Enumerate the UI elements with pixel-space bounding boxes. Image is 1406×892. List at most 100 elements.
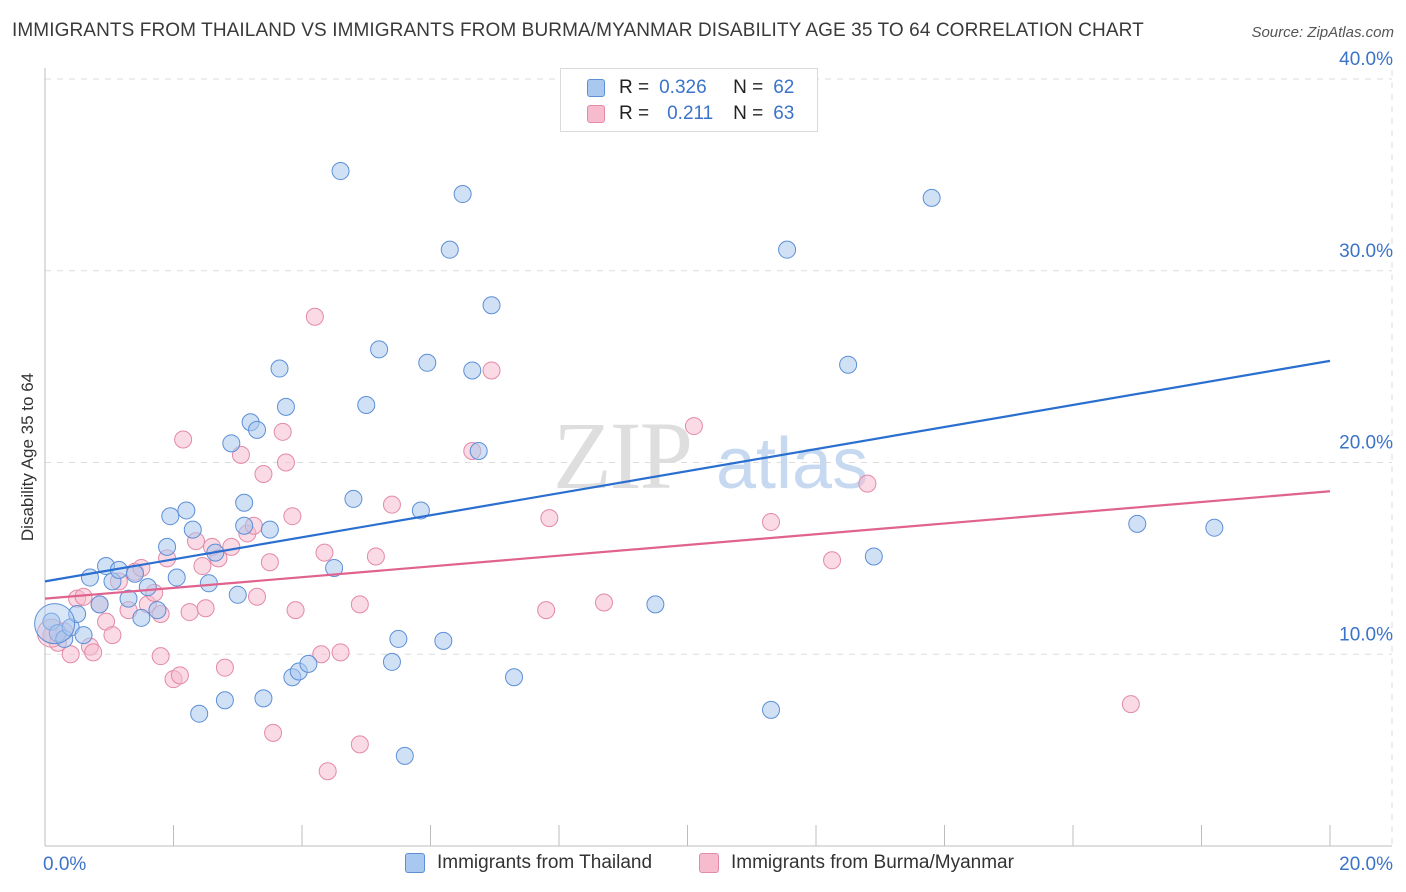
burma-point — [84, 643, 103, 662]
burma-point — [537, 601, 556, 620]
thailand-point — [762, 700, 781, 719]
thailand-point — [270, 359, 289, 378]
thailand-point — [183, 520, 202, 539]
burma-point — [762, 512, 781, 531]
thailand-point — [177, 501, 196, 520]
burma-point — [594, 593, 613, 612]
burma-point — [151, 647, 170, 666]
burma-point — [273, 422, 292, 441]
thailand-point — [190, 704, 209, 723]
thailand-point — [440, 240, 459, 259]
legend-n-label: N = — [733, 103, 764, 124]
y-tick-label: 10.0% — [1339, 624, 1393, 645]
thailand-point — [839, 355, 858, 374]
thailand-point — [922, 188, 941, 207]
thailand-point — [1128, 514, 1147, 533]
burma-point — [215, 658, 234, 677]
legend-r-value: 0.326 — [659, 77, 707, 98]
trend-lines — [44, 359, 1331, 600]
chart-title: IMMIGRANTS FROM THAILAND VS IMMIGRANTS F… — [12, 20, 1144, 41]
burma-point — [170, 666, 189, 685]
burma-trend-line — [44, 490, 1331, 600]
legend-n-label: N = — [733, 77, 764, 98]
thailand-point — [158, 537, 177, 556]
burma-point — [174, 430, 193, 449]
burma-point — [103, 626, 122, 645]
y-tick-label: 30.0% — [1339, 241, 1393, 262]
thailand-point — [74, 626, 93, 645]
burma-point — [823, 551, 842, 570]
burma-point — [350, 735, 369, 754]
y-tick-label: 20.0% — [1339, 433, 1393, 454]
thailand-point — [299, 654, 318, 673]
source-credit: Source: ZipAtlas.com — [1251, 24, 1394, 41]
burma-point — [248, 587, 267, 606]
burma-point — [318, 762, 337, 781]
legend-r-label: R = — [619, 103, 650, 124]
thailand-point — [235, 493, 254, 512]
burma-point — [193, 557, 212, 576]
thailand-point — [411, 501, 430, 520]
thailand-point — [389, 629, 408, 648]
series-thailand-points — [34, 162, 1224, 765]
thailand-point — [148, 601, 167, 620]
thailand-point — [370, 340, 389, 359]
burma-point — [180, 603, 199, 622]
watermark: ZIP atlas — [553, 402, 868, 509]
thailand-point — [646, 595, 665, 614]
burma-point — [684, 417, 703, 436]
thailand-point — [418, 353, 437, 372]
burma-point — [366, 547, 385, 566]
burma-point — [305, 307, 324, 326]
burma-point — [858, 474, 877, 493]
legend-row-burma: R = 0.211 N = 63 — [587, 102, 794, 126]
legend-row-thailand: R = 0.326 N = 62 — [587, 76, 794, 100]
thailand-trend-line — [44, 359, 1331, 583]
legend-r-value: 0.211 — [667, 103, 714, 124]
burma-point — [482, 361, 501, 380]
bottom-legend-swatch-burma — [699, 853, 719, 873]
burma-point — [222, 537, 241, 556]
x-tick-label-min: 0.0% — [43, 854, 86, 875]
x-tick-label-max: 20.0% — [1339, 854, 1393, 875]
thailand-point — [505, 668, 524, 687]
thailand-point — [68, 604, 87, 623]
legend-n-value: 63 — [773, 103, 795, 124]
y-axis-title: Disability Age 35 to 64 — [18, 373, 37, 541]
thailand-point — [325, 558, 344, 577]
thailand-point — [248, 420, 267, 439]
thailand-point — [235, 516, 254, 535]
thailand-point — [215, 691, 234, 710]
thailand-point — [864, 547, 883, 566]
thailand-point — [469, 441, 488, 460]
thailand-point-cluster — [34, 603, 76, 645]
thailand-point — [395, 746, 414, 765]
burma-point — [1121, 695, 1140, 714]
bottom-legend-burma: Immigrants from Burma/Myanmar — [699, 852, 1014, 874]
burma-point — [382, 495, 401, 514]
bottom-legend-label-burma: Immigrants from Burma/Myanmar — [731, 852, 1014, 873]
burma-point — [276, 453, 295, 472]
correlation-legend: R = 0.326 N = 62 R = 0.211 N = 63 — [560, 68, 818, 132]
thailand-point — [453, 185, 472, 204]
thailand-point — [222, 434, 241, 453]
thailand-point — [778, 240, 797, 259]
burma-point — [312, 645, 331, 664]
bottom-legend-thailand: Immigrants from Thailand — [405, 852, 652, 874]
thailand-point — [382, 652, 401, 671]
thailand-point — [357, 395, 376, 414]
y-tick-label: 40.0% — [1339, 49, 1393, 70]
watermark-zip: ZIP — [553, 402, 691, 509]
legend-swatch-thailand — [587, 79, 605, 97]
thailand-point — [331, 162, 350, 181]
thailand-point — [167, 568, 186, 587]
thailand-point — [161, 507, 180, 526]
thailand-point — [276, 397, 295, 416]
thailand-point — [482, 296, 501, 315]
thailand-point — [260, 520, 279, 539]
burma-point — [61, 645, 80, 664]
burma-point — [315, 543, 334, 562]
burma-point — [254, 465, 273, 484]
thailand-point — [138, 578, 157, 597]
